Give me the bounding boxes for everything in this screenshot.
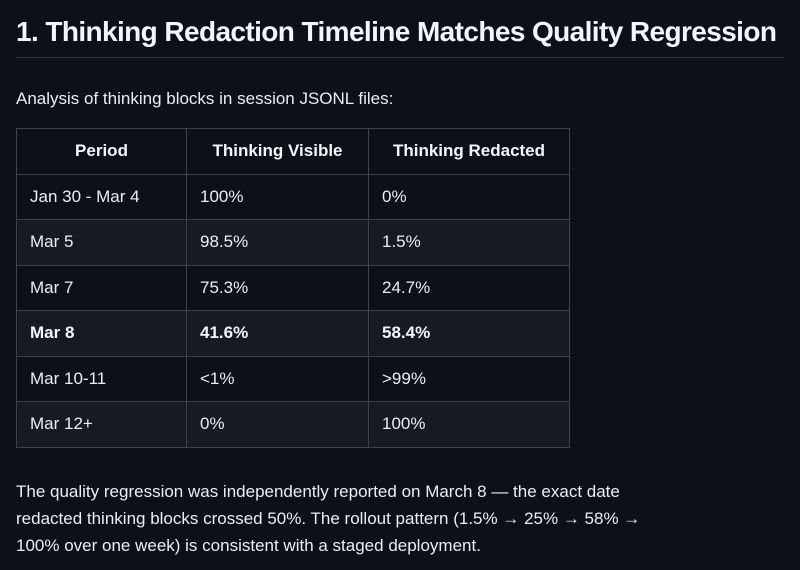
redacted-cell: 0% xyxy=(368,173,570,220)
visible-cell: 75.3% xyxy=(186,264,369,311)
table-row-emphasized: Mar 8 41.6% 58.4% xyxy=(16,310,570,357)
title-divider xyxy=(16,57,784,58)
visible-cell: 0% xyxy=(186,401,369,448)
summary-line: 100% over one week) is consistent with a… xyxy=(16,535,481,555)
redacted-cell: 24.7% xyxy=(368,264,570,311)
column-header-period: Period xyxy=(16,128,187,175)
table-row: Mar 7 75.3% 24.7% xyxy=(16,264,570,311)
redaction-timeline-table: Period Thinking Visible Thinking Redacte… xyxy=(16,128,570,448)
period-cell: Mar 10-11 xyxy=(16,355,187,402)
visible-cell: 98.5% xyxy=(186,219,369,266)
column-header-redacted: Thinking Redacted xyxy=(368,128,570,175)
analysis-summary: The quality regression was independently… xyxy=(16,478,784,559)
period-cell: Mar 12+ xyxy=(16,401,187,448)
table-row: Mar 10-11 <1% >99% xyxy=(16,355,570,402)
table-header-row: Period Thinking Visible Thinking Redacte… xyxy=(16,128,570,175)
table-row: Mar 5 98.5% 1.5% xyxy=(16,219,570,266)
period-cell: Jan 30 - Mar 4 xyxy=(16,173,187,220)
intro-text: Analysis of thinking blocks in session J… xyxy=(16,89,394,108)
visible-cell: 41.6% xyxy=(186,310,369,357)
summary-line: redacted thinking blocks crossed 50%. Th… xyxy=(16,508,641,528)
redacted-cell: >99% xyxy=(368,355,570,402)
redacted-cell: 1.5% xyxy=(368,219,570,266)
summary-line: The quality regression was independently… xyxy=(16,481,620,501)
period-cell: Mar 8 xyxy=(16,310,187,357)
page-title: 1. Thinking Redaction Timeline Matches Q… xyxy=(16,16,777,47)
table-row: Mar 12+ 0% 100% xyxy=(16,401,570,448)
column-header-visible: Thinking Visible xyxy=(186,128,369,175)
visible-cell: <1% xyxy=(186,355,369,402)
period-cell: Mar 5 xyxy=(16,219,187,266)
redacted-cell: 100% xyxy=(368,401,570,448)
period-cell: Mar 7 xyxy=(16,264,187,311)
visible-cell: 100% xyxy=(186,173,369,220)
table-row: Jan 30 - Mar 4 100% 0% xyxy=(16,173,570,220)
redacted-cell: 58.4% xyxy=(368,310,570,357)
